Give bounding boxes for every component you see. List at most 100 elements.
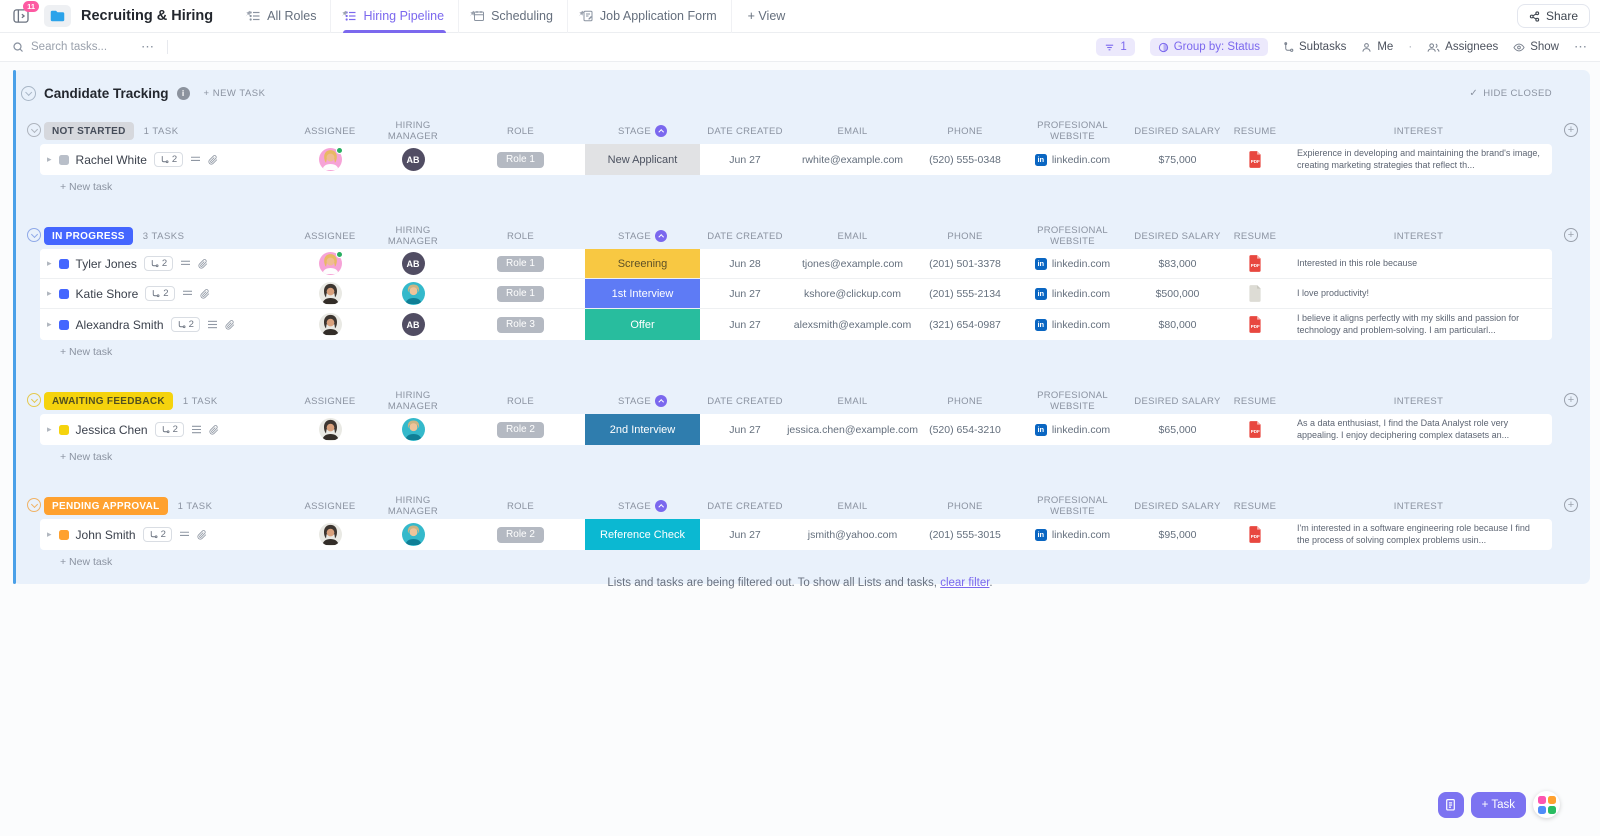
column-header[interactable]: ASSIGNEE bbox=[304, 125, 356, 137]
add-view-button[interactable]: + View bbox=[747, 9, 786, 23]
sort-ascending-icon[interactable] bbox=[655, 395, 667, 407]
subtasks-button[interactable]: Subtasks bbox=[1283, 41, 1346, 53]
website-cell[interactable]: linkedin.com bbox=[1015, 144, 1130, 175]
subtask-count-badge[interactable]: 2 bbox=[170, 317, 200, 332]
column-header[interactable]: ASSIGNEE bbox=[304, 395, 356, 407]
website-cell[interactable]: linkedin.com bbox=[1015, 519, 1130, 550]
attachment-icon[interactable] bbox=[197, 529, 207, 540]
column-header[interactable]: ROLE bbox=[506, 230, 535, 242]
role-badge[interactable]: Role 2 bbox=[497, 526, 544, 543]
email-cell[interactable]: jessica.chen@example.com bbox=[787, 423, 918, 436]
column-header[interactable]: EMAIL bbox=[837, 125, 868, 137]
hide-closed-toggle[interactable]: HIDE CLOSED bbox=[1469, 88, 1552, 99]
column-header[interactable]: INTEREST bbox=[1393, 395, 1444, 407]
assignee-avatar[interactable] bbox=[318, 523, 342, 546]
date-created-cell[interactable]: Jun 27 bbox=[729, 528, 761, 541]
subtask-count-badge[interactable]: 2 bbox=[154, 422, 184, 437]
column-header-stage[interactable]: STAGE bbox=[585, 395, 700, 407]
task-status-square[interactable] bbox=[58, 154, 69, 165]
attachment-icon[interactable] bbox=[209, 424, 219, 435]
interest-cell[interactable]: I love productivity! bbox=[1297, 287, 1370, 298]
more-options-icon[interactable] bbox=[1574, 39, 1588, 55]
table-row[interactable]: Rachel White 2 AB Role 1 New bbox=[40, 144, 1552, 175]
column-header[interactable]: RESUME bbox=[1233, 125, 1277, 137]
column-header[interactable]: DATE CREATED bbox=[707, 230, 783, 242]
task-name[interactable]: Tyler Jones bbox=[75, 256, 137, 271]
assignee-avatar[interactable] bbox=[318, 418, 342, 441]
task-status-square[interactable] bbox=[58, 288, 69, 299]
stage-cell[interactable]: New Applicant bbox=[585, 144, 700, 175]
description-icon[interactable] bbox=[182, 289, 193, 298]
expand-caret-icon[interactable] bbox=[47, 154, 52, 165]
attachment-icon[interactable] bbox=[200, 288, 210, 299]
add-column-icon[interactable] bbox=[1564, 228, 1578, 242]
column-header[interactable]: RESUME bbox=[1233, 395, 1277, 407]
search-box[interactable] bbox=[12, 41, 141, 53]
date-created-cell[interactable]: Jun 27 bbox=[729, 423, 761, 436]
table-row[interactable]: John Smith 2 Ro bbox=[40, 519, 1552, 550]
table-row[interactable]: Alexandra Smith 2 AB Role 3 Offer bbox=[40, 309, 1552, 340]
filter-pill[interactable]: 1 bbox=[1096, 38, 1135, 56]
attachment-icon[interactable] bbox=[208, 154, 218, 165]
resume-cell[interactable] bbox=[1225, 279, 1285, 308]
docs-fab-button[interactable] bbox=[1437, 791, 1464, 818]
subtask-count-badge[interactable]: 2 bbox=[153, 152, 184, 167]
phone-cell[interactable]: (321) 654-0987 bbox=[929, 318, 1001, 331]
column-header[interactable]: ROLE bbox=[506, 500, 535, 512]
hiring-manager-avatar[interactable]: AB bbox=[401, 313, 425, 336]
task-name[interactable]: Katie Shore bbox=[75, 286, 139, 301]
sort-ascending-icon[interactable] bbox=[655, 500, 667, 512]
date-created-cell[interactable]: Jun 28 bbox=[729, 257, 761, 270]
table-row[interactable]: Katie Shore 2 R bbox=[40, 279, 1552, 309]
me-button[interactable]: Me bbox=[1361, 41, 1393, 53]
expand-caret-icon[interactable] bbox=[47, 288, 52, 299]
add-column-icon[interactable] bbox=[1564, 393, 1578, 407]
description-icon[interactable] bbox=[180, 259, 191, 268]
expand-caret-icon[interactable] bbox=[47, 529, 52, 540]
resume-cell[interactable]: PDF bbox=[1225, 519, 1285, 550]
resume-cell[interactable]: PDF bbox=[1225, 249, 1285, 278]
salary-cell[interactable]: $65,000 bbox=[1158, 423, 1197, 436]
column-header[interactable]: EMAIL bbox=[837, 230, 868, 242]
column-header-stage[interactable]: STAGE bbox=[585, 230, 700, 242]
column-header[interactable]: HIRING MANAGER bbox=[387, 495, 439, 517]
column-header[interactable]: HIRING MANAGER bbox=[387, 120, 439, 142]
email-cell[interactable]: jsmith@yahoo.com bbox=[807, 528, 898, 541]
subtask-count-badge[interactable]: 2 bbox=[145, 286, 175, 301]
assignees-button[interactable]: Assignees bbox=[1427, 41, 1498, 53]
hiring-manager-avatar[interactable] bbox=[401, 418, 425, 441]
group-by-pill[interactable]: Group by: Status bbox=[1149, 38, 1269, 56]
website-cell[interactable]: linkedin.com bbox=[1015, 414, 1130, 445]
website-cell[interactable]: linkedin.com bbox=[1015, 279, 1130, 308]
column-header[interactable]: EMAIL bbox=[837, 395, 868, 407]
phone-cell[interactable]: (201) 501-3378 bbox=[929, 257, 1001, 270]
tab-scheduling[interactable]: Scheduling bbox=[459, 0, 568, 33]
email-cell[interactable]: kshore@clickup.com bbox=[803, 287, 902, 300]
show-button[interactable]: Show bbox=[1513, 41, 1559, 53]
description-icon[interactable] bbox=[191, 425, 202, 434]
column-header[interactable]: PROFESIONAL WEBSITE bbox=[1037, 390, 1108, 412]
column-header[interactable]: DESIRED SALARY bbox=[1134, 125, 1221, 137]
hiring-manager-avatar[interactable] bbox=[401, 523, 425, 546]
tab-hiring-pipeline[interactable]: Hiring Pipeline bbox=[331, 0, 460, 33]
status-badge[interactable]: AWAITING FEEDBACK bbox=[44, 392, 173, 410]
assignee-avatar[interactable] bbox=[318, 313, 342, 336]
column-header[interactable]: ASSIGNEE bbox=[304, 230, 356, 242]
status-badge[interactable]: IN PROGRESS bbox=[44, 227, 133, 245]
column-header[interactable]: INTEREST bbox=[1393, 500, 1444, 512]
phone-cell[interactable]: (520) 654-3210 bbox=[929, 423, 1001, 436]
interest-cell[interactable]: As a data enthusiast, I find the Data An… bbox=[1297, 418, 1510, 440]
description-icon[interactable] bbox=[179, 530, 190, 539]
stage-cell[interactable]: Reference Check bbox=[585, 519, 700, 550]
interest-cell[interactable]: Interested in this role because bbox=[1297, 257, 1418, 268]
add-task-fab-button[interactable]: + Task bbox=[1470, 791, 1526, 818]
folder-icon[interactable] bbox=[44, 5, 71, 27]
column-header[interactable]: ROLE bbox=[506, 395, 535, 407]
task-status-square[interactable] bbox=[58, 529, 69, 540]
description-icon[interactable] bbox=[207, 320, 218, 329]
interest-cell[interactable]: Expierence in developing and maintaining… bbox=[1297, 148, 1540, 170]
interest-cell[interactable]: I'm interested in a software engineering… bbox=[1297, 523, 1530, 545]
email-cell[interactable]: alexsmith@example.com bbox=[793, 318, 912, 331]
column-header[interactable]: PHONE bbox=[947, 230, 983, 242]
date-created-cell[interactable]: Jun 27 bbox=[729, 287, 761, 300]
